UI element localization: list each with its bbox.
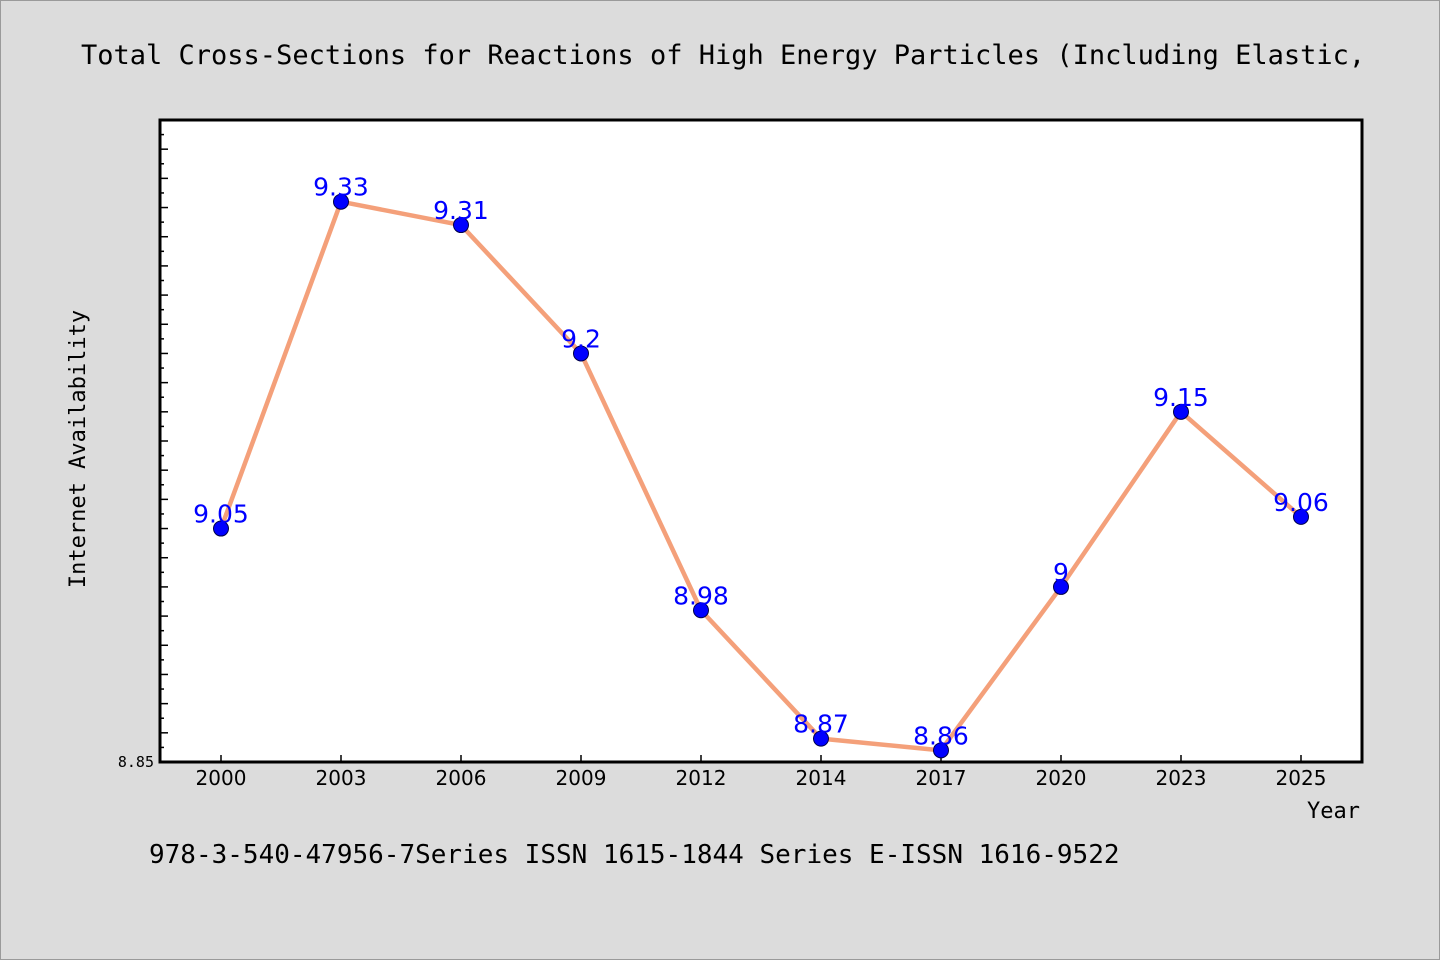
x-tick-label: 2020 xyxy=(1036,766,1087,790)
x-tick-label: 2012 xyxy=(676,766,727,790)
x-tick-label: 2014 xyxy=(796,766,847,790)
plot-area xyxy=(158,118,1364,764)
x-tick-label: 2006 xyxy=(436,766,487,790)
data-labels: 9.05 9.33 9.31 9.2 8.98 8.87 8.86 9 9.15 9.06 xyxy=(193,173,1329,751)
x-tick-label: 2025 xyxy=(1276,766,1327,790)
data-point xyxy=(453,217,469,234)
data-label: 8.86 xyxy=(913,721,969,750)
data-label: 9.2 xyxy=(561,324,601,353)
x-tick-label: 2017 xyxy=(916,766,967,790)
data-point xyxy=(693,602,709,619)
data-point xyxy=(573,345,589,362)
data-label: 9.33 xyxy=(313,173,369,202)
y-tick-label: 8.85 xyxy=(118,753,154,771)
series-line xyxy=(218,199,1303,753)
data-label: 8.98 xyxy=(673,581,729,610)
x-tick-label: 2003 xyxy=(316,766,367,790)
chart-title: Total Cross-Sections for Reactions of Hi… xyxy=(81,40,1365,71)
data-point xyxy=(1293,508,1309,525)
y-axis-label: Internet Availability xyxy=(66,310,91,588)
data-label: 9.15 xyxy=(1153,383,1209,412)
x-tick-label: 2023 xyxy=(1156,766,1207,790)
data-point xyxy=(1173,403,1189,420)
footer-identifiers: 978-3-540-47956-7Series ISSN 1615-1844 S… xyxy=(149,840,1120,870)
data-label: 9.05 xyxy=(193,500,249,529)
x-tick-label: 2000 xyxy=(196,766,247,790)
data-point xyxy=(213,520,229,537)
data-point xyxy=(333,193,349,210)
data-label: 9.06 xyxy=(1273,488,1329,517)
data-point xyxy=(933,742,949,759)
data-label: 9.31 xyxy=(433,196,489,225)
x-axis-label: Year xyxy=(1307,799,1360,824)
data-point xyxy=(813,730,829,747)
x-axis-ticks: 2000 2003 2006 2009 2012 2014 2017 2020 2023 2025 xyxy=(196,755,1327,790)
x-tick-label: 2009 xyxy=(556,766,607,790)
data-label: 8.87 xyxy=(793,710,849,739)
series-layer xyxy=(213,193,1309,759)
y-axis-ticks: 8.85 xyxy=(118,119,168,771)
data-point xyxy=(1053,578,1069,595)
data-label: 9 xyxy=(1053,558,1069,587)
